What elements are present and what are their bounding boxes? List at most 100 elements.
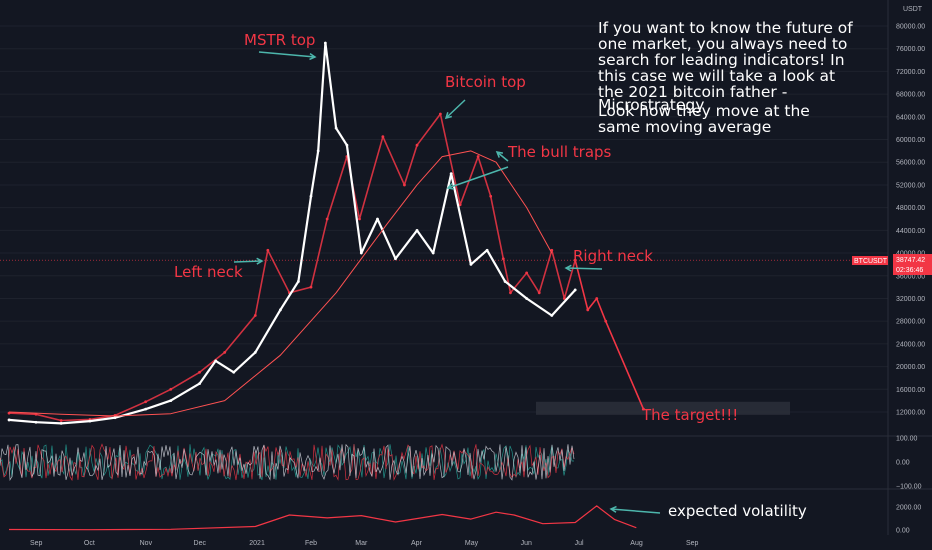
data-point: [376, 217, 379, 221]
data-point: [381, 135, 385, 139]
data-point: [501, 257, 505, 261]
annotation-left-neck: Left neck: [174, 263, 243, 281]
price-tick-label: 80000.00: [896, 24, 925, 31]
data-point: [279, 308, 282, 312]
data-point: [345, 143, 349, 147]
data-point: [169, 399, 173, 403]
arrow-mstr-top-head: [309, 53, 317, 61]
volatility-tick-label: 0.00: [896, 528, 910, 535]
data-point: [476, 155, 480, 158]
data-point: [59, 421, 63, 425]
data-point: [573, 288, 577, 292]
data-point: [537, 291, 541, 295]
price-tick-label: 44000.00: [896, 228, 925, 235]
price-tick-label: 72000.00: [896, 69, 925, 76]
price-tick-label: 76000.00: [896, 46, 925, 53]
data-point: [214, 359, 218, 363]
price-tick-label: 60000.00: [896, 137, 925, 144]
data-point: [562, 297, 566, 300]
time-tick-label: Sep: [686, 540, 699, 547]
oscillator-line: [0, 444, 574, 481]
last-price-badge: [893, 254, 932, 275]
price-series: [7, 41, 645, 425]
arrow-mstr-top: [258, 51, 316, 58]
data-point: [309, 194, 313, 198]
symbol-label-bg: [852, 256, 888, 265]
arrow-bull-trap-2: [496, 151, 509, 162]
price-tick-label: 24000.00: [896, 341, 925, 348]
time-tick-label: Dec: [194, 540, 207, 547]
note-line: the 2021 bitcoin father -: [598, 83, 788, 101]
time-tick-label: Aug: [630, 540, 643, 547]
arrow-expected-volatility: [610, 508, 661, 514]
data-point: [232, 370, 236, 374]
oscillator-line: [0, 443, 575, 481]
data-point: [325, 217, 329, 221]
oscillator-pane: 100.00 0.00 −100.00: [0, 436, 922, 491]
data-point: [438, 112, 442, 116]
oscillator-tick-label: 100.00: [896, 436, 918, 443]
data-point: [34, 420, 38, 424]
series-line-expected-volatility: [8, 505, 637, 531]
time-tick-label: Feb: [305, 540, 317, 547]
annotation-arrows: [233, 51, 661, 514]
data-point: [604, 319, 608, 323]
volatility-pane: 2000.00 0.00: [8, 505, 921, 535]
time-axis: Sep Oct Nov Dec 2021 Feb Mar Apr May Jun Jul Aug Sep: [30, 540, 699, 547]
series-line-moving-average: [8, 150, 553, 417]
data-point: [297, 280, 300, 283]
data-point: [323, 41, 327, 45]
annotation-right-neck: Right neck: [573, 247, 653, 265]
series-line-projection: [574, 260, 645, 410]
arrow-left-neck-head: [256, 257, 264, 265]
data-point: [266, 248, 270, 252]
price-tick-label: 12000.00: [896, 410, 925, 417]
data-point: [359, 251, 363, 255]
oscillator-tick-label: −100.00: [896, 484, 922, 491]
arrow-bitcoin-top: [445, 99, 466, 119]
data-point: [469, 263, 473, 266]
arrow-right-neck: [565, 267, 603, 270]
arrow-bull-trap-1: [447, 166, 509, 189]
price-tick-label: 68000.00: [896, 92, 925, 99]
data-point: [573, 258, 577, 262]
data-point: [485, 248, 489, 252]
data-point: [334, 126, 338, 130]
note-line: If you want to know the future of: [598, 19, 853, 37]
countdown: 02:36:46: [896, 267, 923, 274]
data-point: [59, 419, 63, 422]
data-point: [586, 308, 590, 312]
price-tick-label: 56000.00: [896, 160, 925, 167]
price-tick-label: 20000.00: [896, 364, 925, 371]
data-point: [144, 400, 148, 404]
arrow-expected-volatility-head: [609, 505, 617, 513]
data-point: [253, 350, 257, 354]
last-price: 38747.42: [896, 257, 925, 264]
data-point: [144, 407, 148, 411]
time-tick-label: Jul: [575, 540, 584, 547]
target-zone: [536, 401, 790, 415]
data-point: [316, 149, 320, 153]
time-tick-label: Mar: [355, 540, 368, 547]
price-axis-unit: USDT: [903, 6, 923, 13]
data-point: [489, 194, 493, 198]
data-point: [113, 416, 117, 420]
price-axis: 80000.00 76000.00 72000.00 68000.00 64000.00…: [887, 0, 925, 535]
data-point: [509, 291, 512, 295]
price-tick-label: 36000.00: [896, 273, 925, 280]
note-line: this case we will take a look at: [598, 67, 836, 85]
volatility-tick-label: 2000.00: [896, 505, 921, 512]
data-point: [525, 297, 529, 300]
time-tick-label: Jun: [521, 540, 532, 547]
annotation-expected-volatility: expected volatility: [668, 502, 807, 520]
grid: [0, 25, 932, 490]
data-point: [394, 257, 397, 261]
data-point: [309, 285, 313, 289]
arrow-bull-trap-1-head: [446, 183, 455, 190]
time-tick-label: Nov: [140, 540, 153, 547]
data-point: [458, 203, 462, 207]
data-point: [198, 382, 201, 386]
arrow-left-neck: [233, 260, 263, 263]
oscillator-tick-label: 0.00: [896, 460, 910, 467]
annotation-bull-traps: The bull traps: [507, 143, 612, 161]
